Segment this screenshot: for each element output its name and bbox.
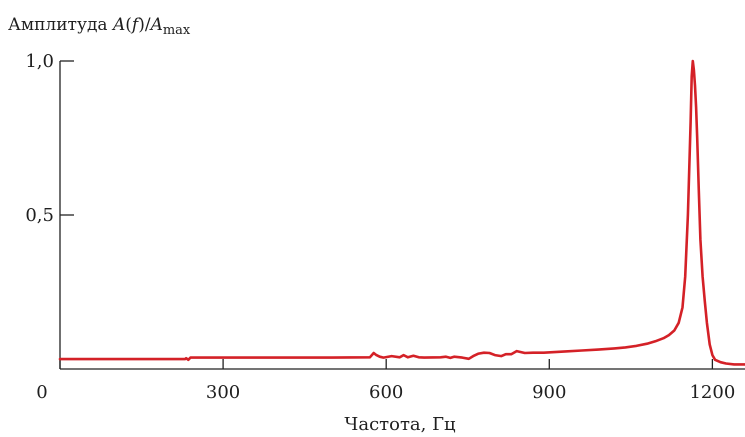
y-tick-label: 0,5	[25, 205, 54, 226]
x-tick-label: 0	[36, 382, 47, 403]
x-tick-label: 600	[369, 382, 403, 403]
y-ticks: 0,5 1,0	[25, 51, 74, 226]
x-tick-label: 900	[532, 382, 566, 403]
series-line-amplitude	[58, 59, 745, 366]
y-tick-label: 1,0	[25, 51, 54, 72]
y-axis-label: Амплитуда A(f)/Amax	[8, 15, 191, 38]
x-tick-label: 1200	[689, 382, 735, 403]
x-ticks: 0 300 600 900 1200	[36, 359, 735, 403]
x-axis-label: Частота, Гц	[344, 414, 456, 435]
x-tick-label: 300	[206, 382, 240, 403]
